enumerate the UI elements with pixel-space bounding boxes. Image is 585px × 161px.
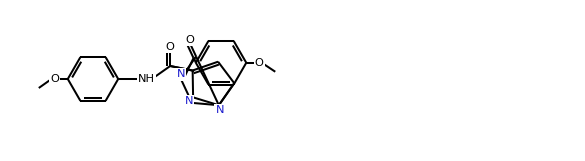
Text: O: O [50,74,59,84]
Text: O: O [185,35,194,45]
Text: N: N [216,105,224,115]
Text: N: N [185,96,194,106]
Text: O: O [255,58,264,68]
Text: O: O [166,42,175,52]
Text: NH: NH [137,74,155,84]
Text: N: N [177,70,185,80]
